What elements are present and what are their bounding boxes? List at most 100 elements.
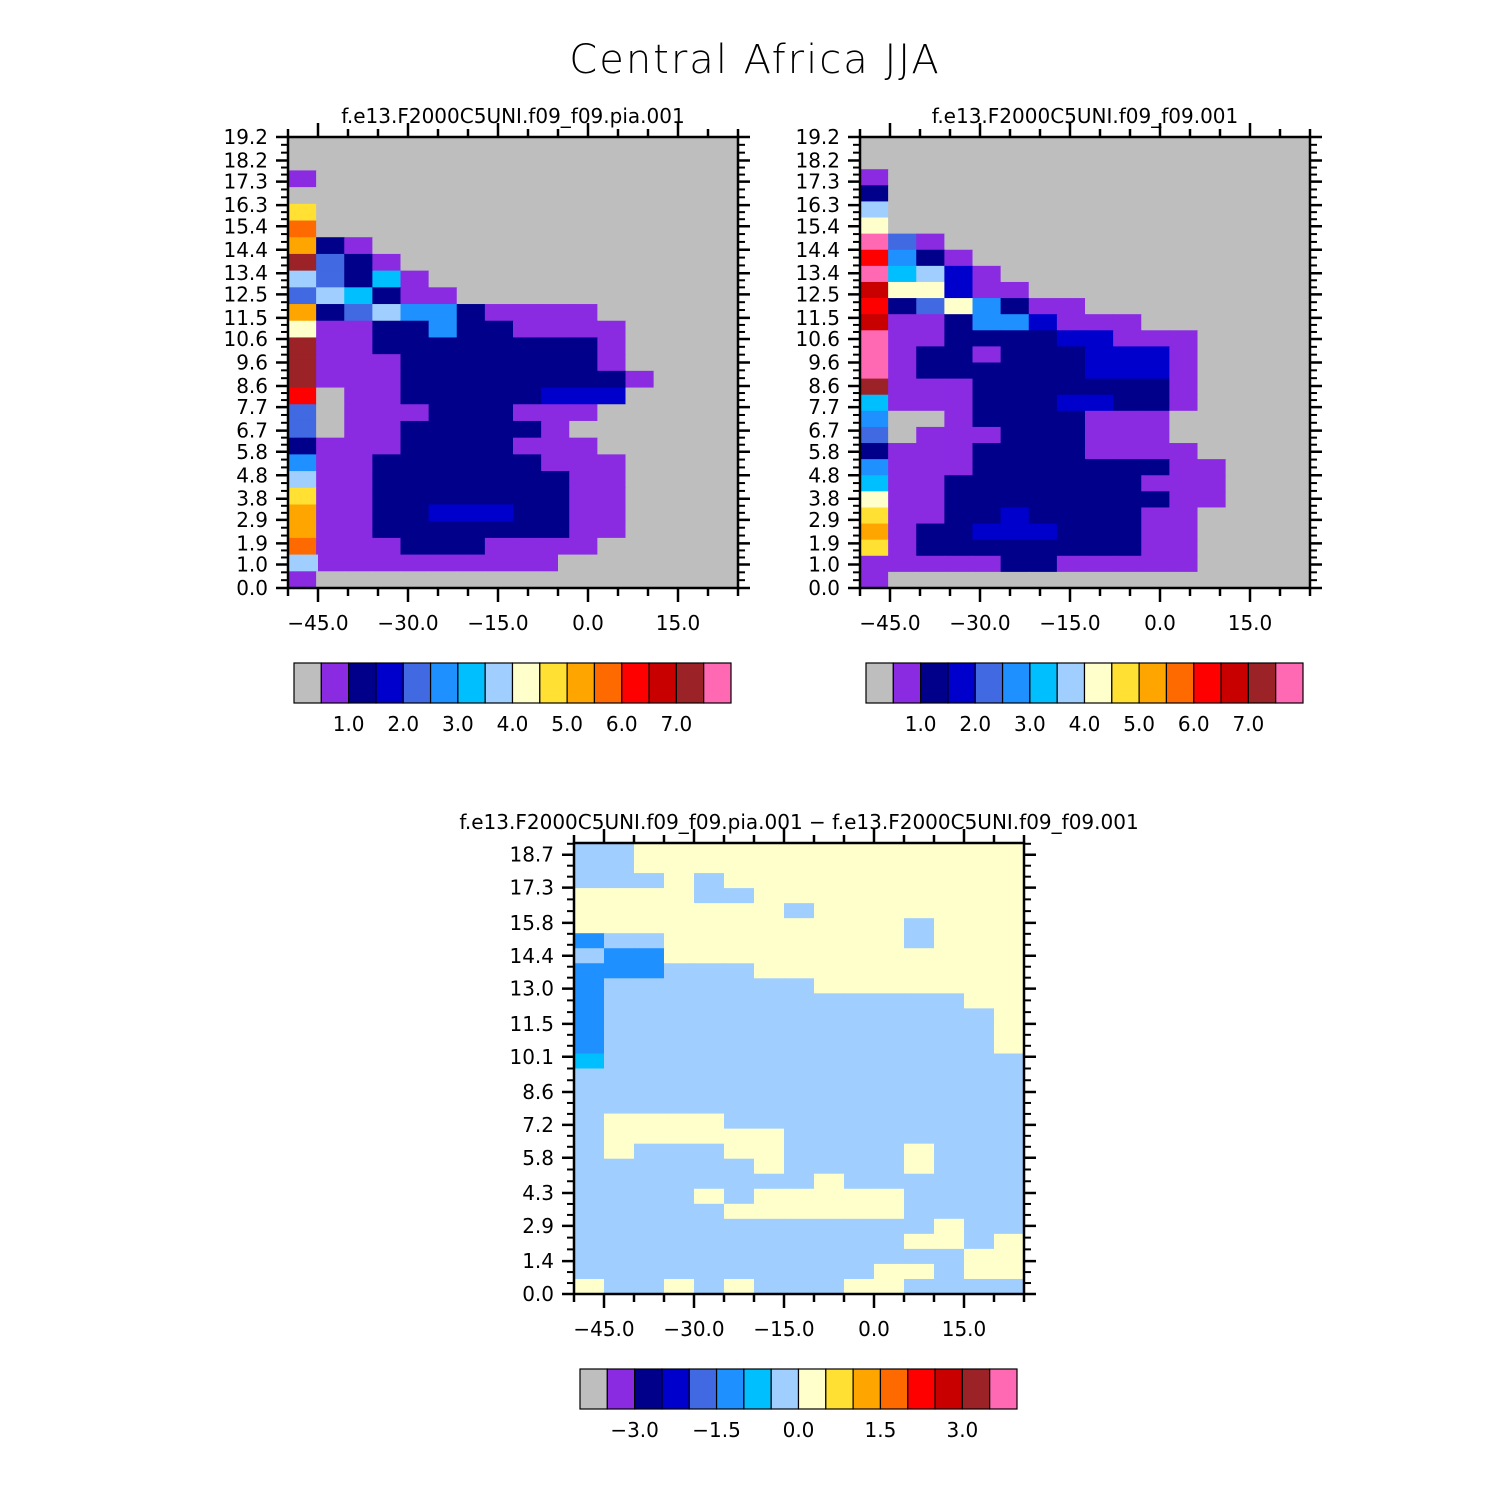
heatmap-cell (874, 1263, 905, 1280)
heatmap-cell (694, 1023, 725, 1040)
heatmap-cell (972, 410, 1002, 428)
heatmap-cell (625, 304, 655, 322)
heatmap-cell (681, 270, 711, 288)
heatmap-cell (784, 1068, 815, 1085)
heatmap-cell (724, 933, 755, 949)
heatmap-cell (316, 187, 345, 205)
colorbar-box (539, 662, 568, 704)
heatmap-cell (1197, 410, 1227, 428)
heatmap-cell (372, 203, 402, 222)
heatmap-cell (844, 918, 875, 934)
colorbar-box (865, 662, 894, 704)
heatmap-cell (784, 1098, 815, 1115)
heatmap-cell (372, 387, 402, 405)
heatmap-cell (709, 521, 739, 539)
heatmap-cell (316, 237, 345, 255)
heatmap-cell (625, 137, 655, 155)
heatmap-cell (1225, 410, 1255, 428)
heatmap-cell (604, 1218, 635, 1235)
heatmap-cell (664, 1158, 695, 1175)
colorbar-box (511, 662, 541, 704)
heatmap-cell (904, 1113, 935, 1130)
colorbar-box (703, 662, 732, 704)
heatmap-cell (664, 1143, 695, 1160)
heatmap-cell (400, 521, 430, 539)
heatmap-cell (1197, 185, 1227, 203)
heatmap-cell (344, 304, 373, 322)
heatmap-cell (1225, 459, 1255, 476)
heatmap-cell (709, 137, 739, 155)
heatmap-cell (604, 1203, 635, 1220)
heatmap-cell (888, 249, 917, 267)
heatmap-cell (709, 420, 739, 439)
heatmap-cell (934, 1173, 965, 1190)
heatmap-cell (1000, 475, 1030, 492)
y-tick-label: 13.0 (509, 977, 554, 1001)
heatmap-cell (653, 203, 683, 222)
heatmap-cell (513, 270, 542, 288)
heatmap-cell (1085, 523, 1114, 541)
heatmap-cell (634, 1218, 665, 1235)
colorbar-box (715, 1368, 745, 1410)
heatmap-cell (400, 187, 430, 205)
heatmap-cell (844, 1008, 875, 1024)
heatmap-cell (972, 217, 1002, 235)
heatmap-cell (604, 1143, 635, 1160)
heatmap-cell (1113, 265, 1142, 283)
heatmap-cell (574, 1068, 605, 1085)
heatmap-cell (574, 948, 605, 964)
heatmap-cell (1056, 571, 1086, 589)
heatmap-cell (625, 187, 655, 205)
heatmap-cell (754, 1173, 785, 1190)
heatmap-cell (904, 1053, 935, 1070)
heatmap-cell (972, 169, 1002, 186)
heatmap-cell (874, 1188, 905, 1205)
heatmap-cell (316, 270, 345, 288)
heatmap-cell (1141, 314, 1170, 331)
heatmap-cell (574, 858, 605, 874)
heatmap-cell (625, 287, 655, 305)
heatmap-cell (754, 1083, 785, 1100)
colorbar-label: 7.0 (1232, 712, 1264, 736)
heatmap-cell (428, 521, 458, 539)
heatmap-cell (288, 270, 317, 288)
colorbar-label: 6.0 (606, 712, 638, 736)
y-tick-label: 7.2 (522, 1113, 554, 1137)
heatmap-cell (874, 1278, 905, 1295)
heatmap-cell (484, 137, 514, 155)
heatmap-cell (681, 487, 711, 506)
heatmap-cell (625, 153, 655, 171)
heatmap-cell (344, 287, 373, 305)
heatmap-cell (1169, 185, 1199, 203)
heatmap-cell (597, 404, 627, 422)
y-tick-label: 16.3 (795, 193, 840, 217)
heatmap-cell (634, 1053, 665, 1070)
heatmap-cell (994, 1173, 1025, 1190)
heatmap-cell (541, 370, 570, 389)
heatmap-cell (569, 454, 598, 472)
heatmap-cell (916, 394, 945, 412)
heatmap-cell (344, 253, 373, 272)
heatmap-cell (1225, 330, 1255, 347)
heatmap-cell (1000, 394, 1030, 412)
heatmap-cell (904, 1128, 935, 1145)
heatmap-cell (1253, 426, 1283, 444)
heatmap-cell (904, 903, 935, 919)
colorbar-box (320, 662, 350, 704)
heatmap-cell (860, 265, 889, 283)
heatmap-cell (574, 1143, 605, 1160)
heatmap-cell (964, 993, 995, 1009)
colorbar-box (1001, 662, 1031, 704)
heatmap-cell (625, 454, 655, 472)
heatmap-cell (653, 237, 683, 255)
heatmap-cell (1056, 137, 1086, 154)
heatmap-cell (588, 554, 619, 572)
x-tick-label: 0.0 (1144, 611, 1176, 635)
heatmap-cell (944, 378, 974, 396)
heatmap-cell (944, 330, 974, 347)
heatmap-cell (784, 933, 815, 949)
heatmap-cell (708, 554, 739, 572)
y-tick-label: 19.2 (223, 125, 268, 149)
heatmap-cell (944, 523, 974, 541)
colorbar-box (852, 1368, 882, 1410)
